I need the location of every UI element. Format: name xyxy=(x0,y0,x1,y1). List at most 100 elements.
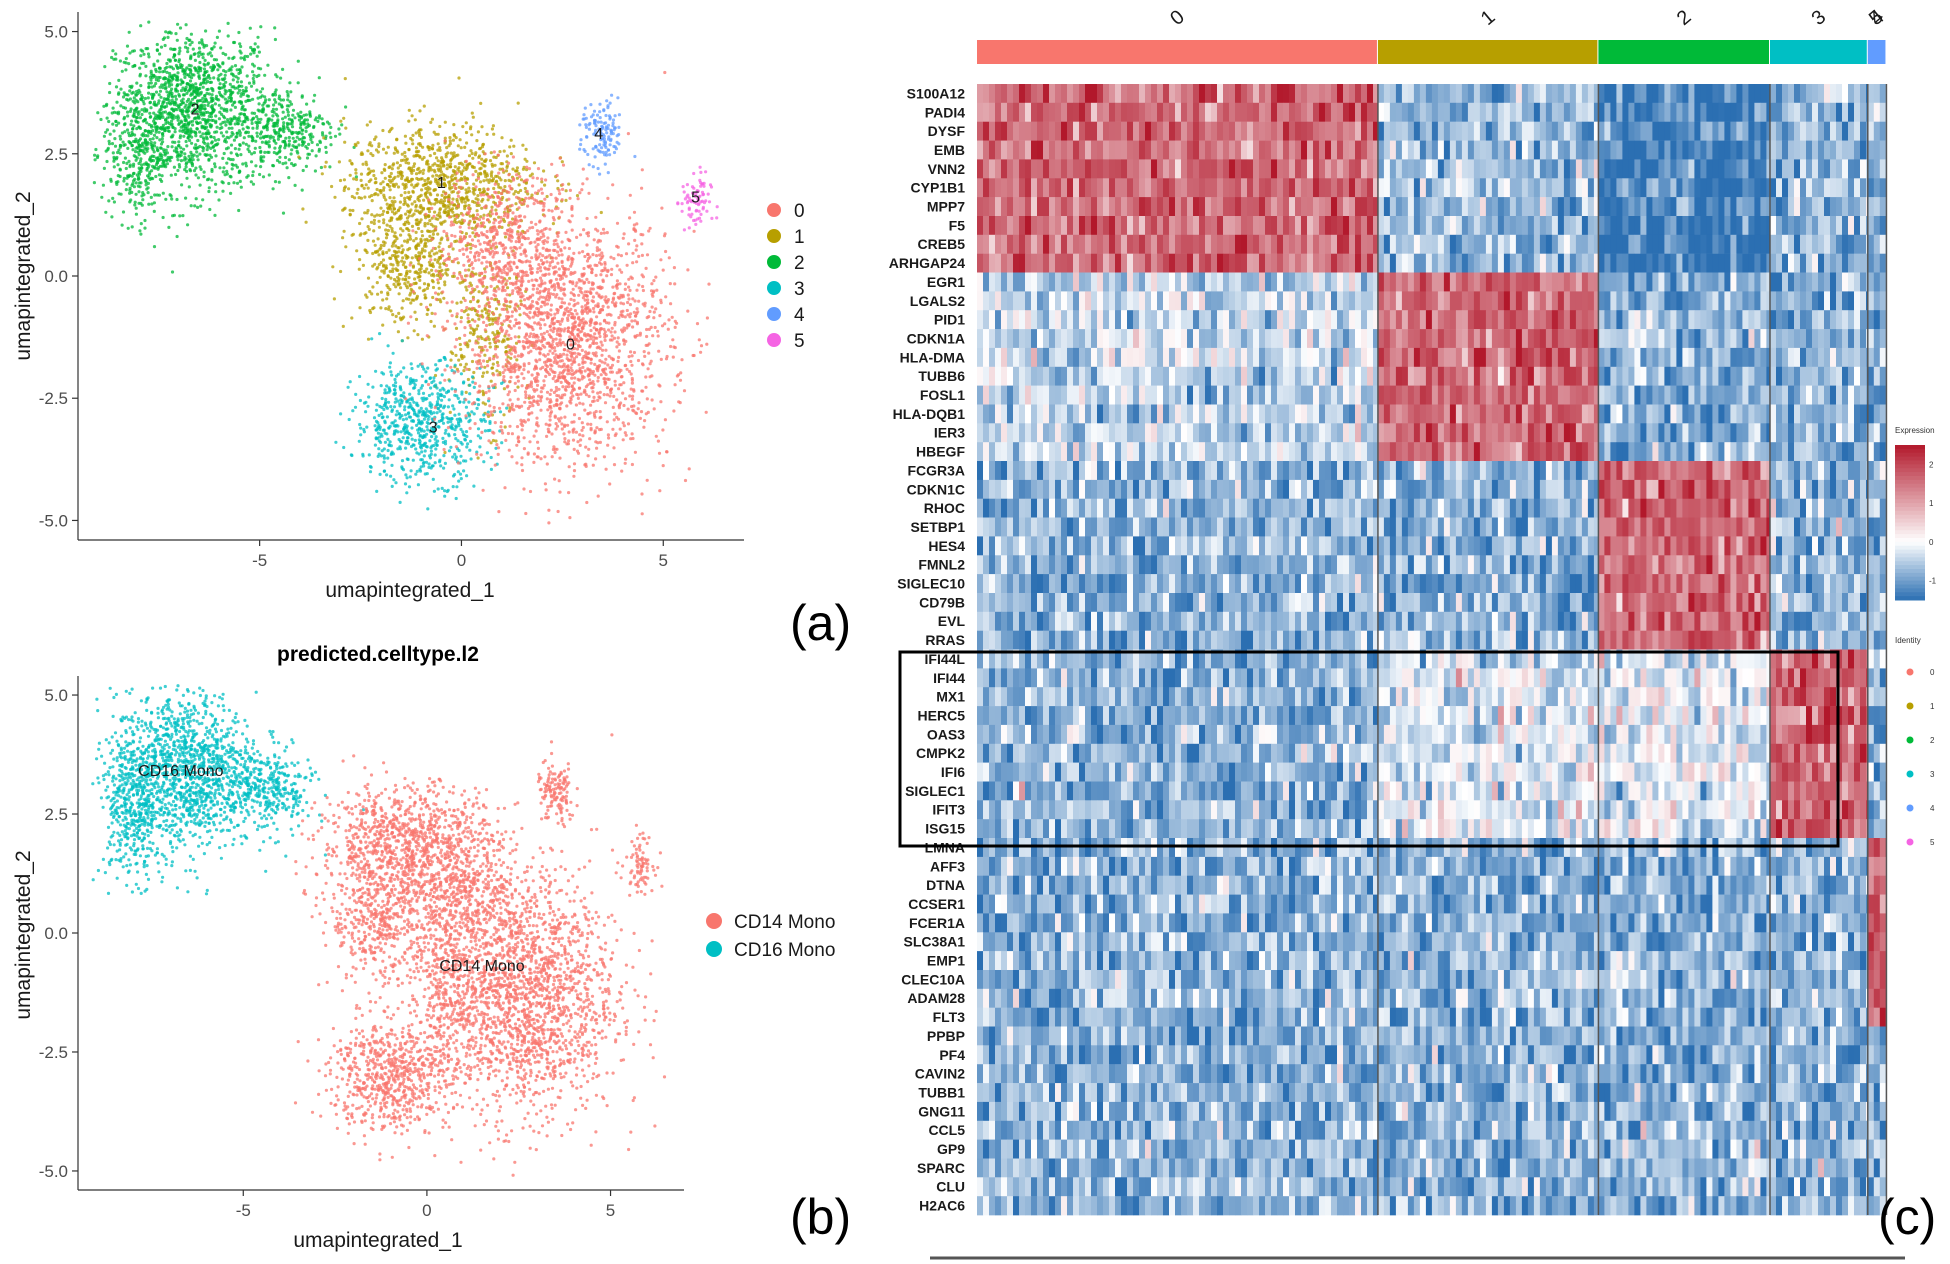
point xyxy=(366,238,370,242)
point xyxy=(517,183,521,187)
point xyxy=(111,196,115,200)
point xyxy=(581,250,585,254)
point xyxy=(149,176,154,180)
point xyxy=(447,205,451,209)
point xyxy=(414,447,418,451)
point xyxy=(552,445,556,449)
point xyxy=(304,220,308,224)
point xyxy=(196,138,200,143)
point xyxy=(114,57,118,61)
point xyxy=(373,443,377,447)
point xyxy=(477,154,482,158)
point xyxy=(491,179,495,183)
point xyxy=(104,130,108,134)
point xyxy=(441,160,445,165)
point xyxy=(107,199,111,203)
point xyxy=(485,348,489,352)
point xyxy=(466,442,470,446)
point xyxy=(259,25,263,29)
point xyxy=(206,61,210,65)
point xyxy=(673,383,677,387)
point xyxy=(118,151,122,155)
point xyxy=(525,189,529,193)
point xyxy=(400,440,404,444)
point xyxy=(297,155,301,159)
point xyxy=(451,485,455,489)
point xyxy=(376,150,380,154)
point xyxy=(458,342,462,347)
point xyxy=(319,165,323,170)
point xyxy=(445,319,450,323)
point xyxy=(438,146,442,150)
point xyxy=(232,116,236,121)
point xyxy=(385,473,389,477)
point xyxy=(207,114,211,118)
point xyxy=(435,251,439,255)
point xyxy=(379,384,383,388)
point xyxy=(257,73,261,77)
point xyxy=(182,147,186,151)
point xyxy=(486,364,490,368)
point xyxy=(682,389,687,393)
point xyxy=(341,324,345,328)
point xyxy=(173,94,178,98)
point xyxy=(452,220,457,224)
point xyxy=(126,226,130,230)
point xyxy=(445,273,449,277)
point xyxy=(440,418,444,422)
point xyxy=(225,107,229,112)
point xyxy=(273,37,277,42)
point xyxy=(150,202,154,206)
point xyxy=(418,445,423,449)
point xyxy=(426,366,430,370)
point xyxy=(217,86,221,90)
point xyxy=(314,116,318,120)
point xyxy=(456,144,460,148)
point xyxy=(124,188,128,192)
point xyxy=(487,384,491,389)
point xyxy=(581,326,585,330)
point xyxy=(276,151,280,155)
point xyxy=(377,142,381,146)
point xyxy=(447,398,451,402)
point xyxy=(268,136,272,140)
point xyxy=(583,408,587,412)
point xyxy=(454,326,459,330)
point xyxy=(117,148,121,152)
point xyxy=(166,112,170,116)
point xyxy=(453,203,457,207)
point xyxy=(183,45,188,49)
point xyxy=(403,239,407,243)
point xyxy=(213,41,217,45)
point xyxy=(378,275,382,279)
point xyxy=(430,311,434,315)
point xyxy=(578,233,583,237)
point xyxy=(434,132,438,136)
point xyxy=(560,297,564,301)
point xyxy=(543,482,548,486)
point xyxy=(200,145,205,149)
point xyxy=(197,46,202,50)
point xyxy=(425,286,430,290)
point xyxy=(394,147,398,151)
point xyxy=(411,264,415,268)
point xyxy=(278,144,283,148)
point xyxy=(375,213,379,217)
point xyxy=(420,337,424,341)
point xyxy=(454,353,458,357)
point xyxy=(104,149,108,153)
point xyxy=(414,472,418,476)
point xyxy=(502,219,507,223)
point xyxy=(221,51,225,56)
point xyxy=(175,77,180,81)
point xyxy=(485,359,489,364)
point xyxy=(194,143,198,147)
point xyxy=(528,174,532,178)
point xyxy=(380,416,384,420)
point xyxy=(384,307,388,311)
point xyxy=(475,313,479,317)
point xyxy=(388,219,392,223)
point xyxy=(433,312,437,316)
point xyxy=(147,202,151,206)
point xyxy=(167,98,171,102)
